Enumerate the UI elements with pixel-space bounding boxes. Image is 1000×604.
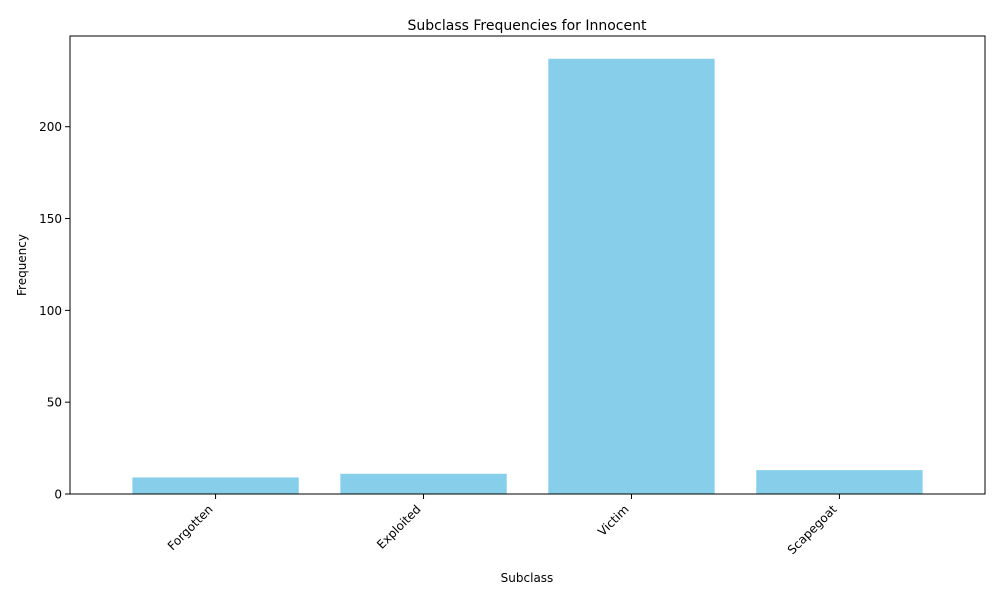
y-axis: 0 50 100 150 200 bbox=[39, 120, 70, 502]
bar-exploited bbox=[340, 473, 507, 494]
bar-scapegoat bbox=[756, 470, 923, 494]
y-tick-label: 100 bbox=[39, 304, 62, 318]
x-axis-label: Subclass bbox=[501, 571, 554, 585]
bars-group bbox=[132, 58, 923, 494]
x-tick-label: Victim bbox=[595, 502, 631, 538]
y-axis-label: Frequency bbox=[15, 234, 29, 296]
x-tick-label: Scapegoat bbox=[785, 502, 840, 557]
x-tick-label: Exploited bbox=[374, 502, 424, 552]
y-tick-label: 150 bbox=[39, 212, 62, 226]
y-tick-label: 200 bbox=[39, 120, 62, 134]
x-axis: Forgotten Exploited Victim Scapegoat bbox=[165, 494, 840, 557]
y-tick-label: 50 bbox=[47, 396, 62, 410]
x-tick-label: Forgotten bbox=[165, 502, 216, 553]
bar-forgotten bbox=[132, 477, 299, 494]
y-tick-label: 0 bbox=[54, 488, 62, 502]
chart-title: Subclass Frequencies for Innocent bbox=[408, 18, 647, 34]
plot-frame bbox=[69, 35, 986, 495]
bar-victim bbox=[548, 58, 715, 494]
